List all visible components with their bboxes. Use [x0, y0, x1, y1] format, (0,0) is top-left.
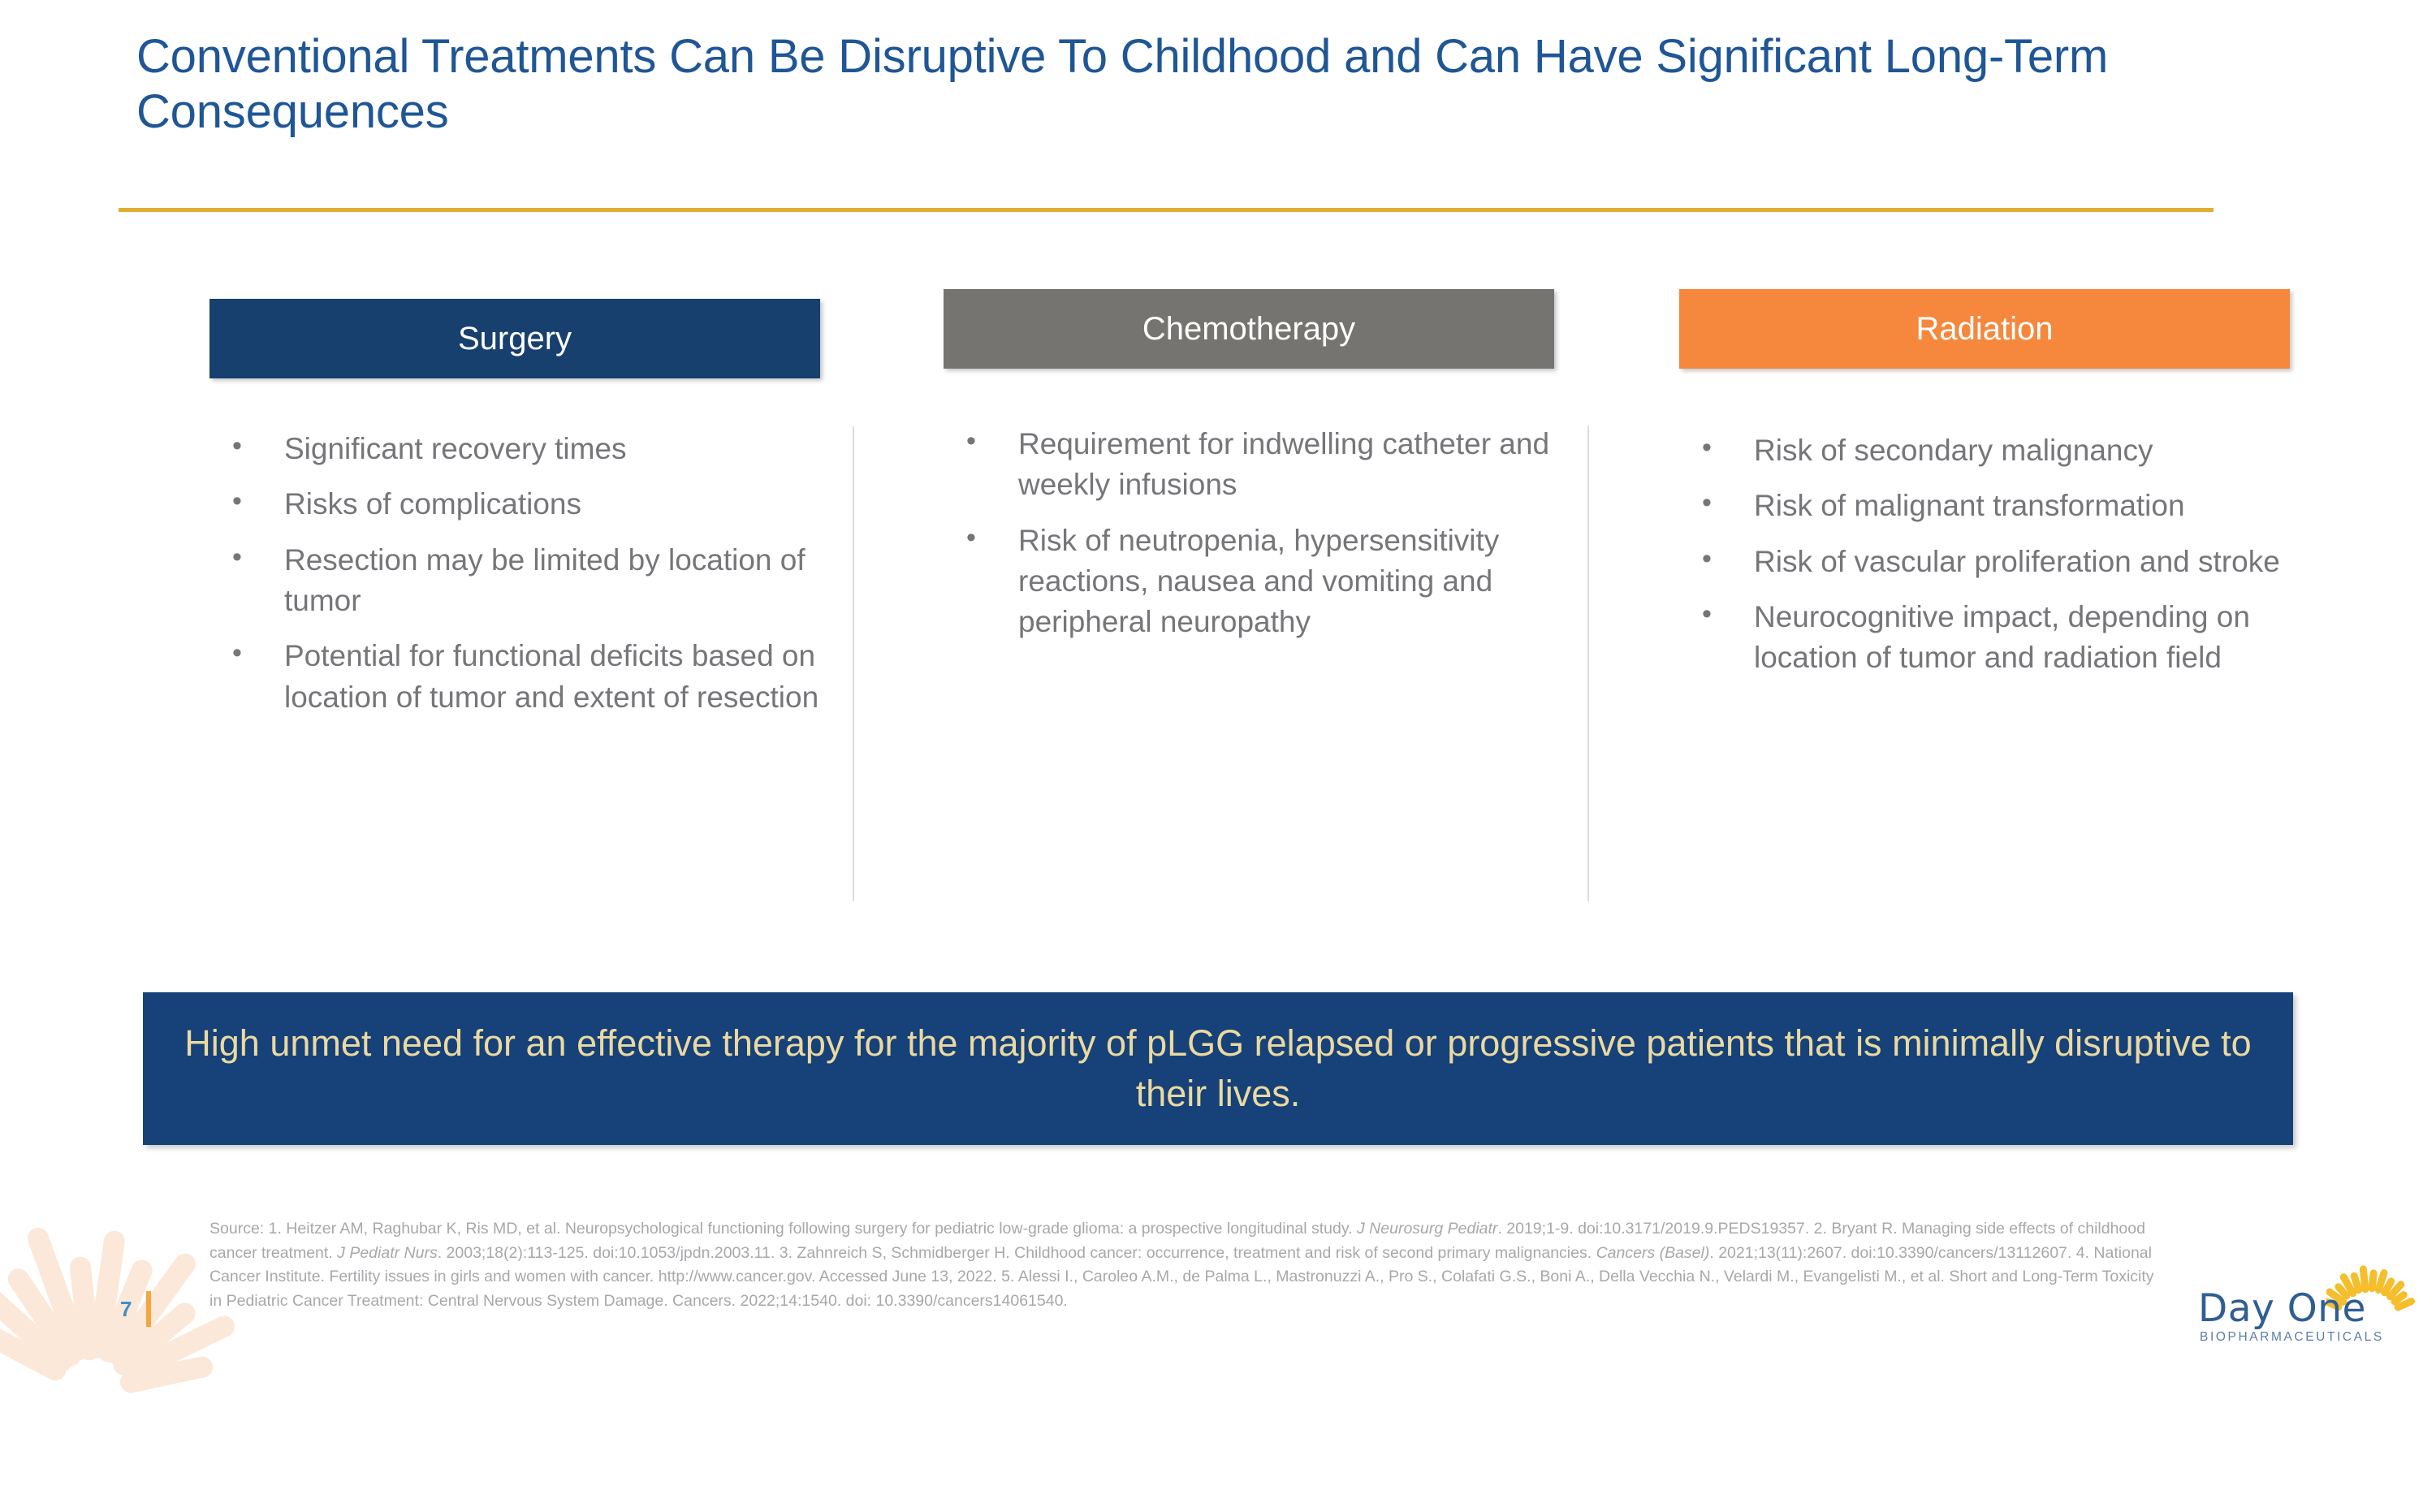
treatment-column-chemotherapy: Chemotherapy Requirement for indwelling …: [944, 289, 1554, 658]
list-item: Risk of neutropenia, hypersensitivity re…: [944, 519, 1554, 643]
sunburst-decoration-icon: [0, 1228, 235, 1393]
column-divider-left: [853, 426, 854, 901]
treatment-column-radiation: Radiation Risk of secondary malignancy R…: [1679, 289, 2290, 693]
source-journal-1: J Neurosurg Pediatr: [1357, 1220, 1498, 1238]
source-ref-1-tail: . 2019;1-9. doi:10.3171/2019.9.PEDS19357…: [1497, 1220, 1810, 1238]
list-item: Risks of complications: [209, 482, 820, 525]
source-journal-3: Cancers (Basel): [1596, 1243, 1710, 1262]
page-number: 7: [120, 1296, 132, 1321]
logo-tagline: BIOPHARMACEUTICALS: [2200, 1330, 2384, 1344]
bullet-list-chemotherapy: Requirement for indwelling catheter and …: [944, 422, 1554, 643]
list-item: Requirement for indwelling catheter and …: [944, 422, 1554, 506]
treatment-columns: Surgery Significant recovery times Risks…: [0, 289, 2436, 911]
day-one-logo: Day One BIOPHARMACEUTICALS: [2196, 1265, 2416, 1354]
source-ref-5: 5. Alessi I., Caroleo A.M., de Palma L.,…: [209, 1268, 2154, 1310]
logo-wordmark: Day One: [2198, 1286, 2366, 1331]
list-item: Significant recovery times: [209, 427, 820, 469]
list-item: Risk of vascular proliferation and strok…: [1679, 540, 2290, 582]
source-journal-2: J Pediatr Nurs: [337, 1243, 438, 1262]
callout-banner: High unmet need for an effective therapy…: [143, 992, 2293, 1145]
column-header-radiation: Radiation: [1679, 289, 2290, 369]
list-item: Risk of secondary malignancy: [1679, 429, 2290, 471]
source-label: Source:: [209, 1220, 265, 1238]
source-ref-1: 1. Heitzer AM, Raghubar K, Ris MD, et al…: [268, 1220, 1353, 1238]
title-underline-rule: [119, 208, 2214, 212]
source-footnote: Source: 1. Heitzer AM, Raghubar K, Ris M…: [209, 1217, 2158, 1314]
column-divider-right: [1587, 426, 1589, 901]
logo-sunburst-icon: [2326, 1265, 2416, 1311]
bullet-list-surgery: Significant recovery times Risks of comp…: [209, 427, 820, 718]
source-ref-3: 3. Zahnreich S, Schmidberger H. Childhoo…: [779, 1243, 1592, 1262]
source-ref-3-tail: . 2021;13(11):2607. doi:10.3390/cancers/…: [1709, 1243, 2072, 1262]
callout-banner-text: High unmet need for an effective therapy…: [184, 1022, 2252, 1114]
column-header-surgery: Surgery: [209, 299, 820, 378]
bullet-list-radiation: Risk of secondary malignancy Risk of mal…: [1679, 429, 2290, 679]
list-item: Neurocognitive impact, depending on loca…: [1679, 595, 2290, 679]
page-number-group: 7: [120, 1291, 152, 1327]
source-ref-2-tail: . 2003;18(2):113-125. doi:10.1053/jpdn.2…: [437, 1243, 775, 1262]
list-item: Resection may be limited by location of …: [209, 538, 820, 622]
list-item: Potential for functional deficits based …: [209, 634, 820, 718]
page-title: Conventional Treatments Can Be Disruptiv…: [136, 30, 2109, 139]
column-header-chemotherapy: Chemotherapy: [944, 289, 1554, 369]
source-ref-4: 4. National Cancer Institute. Fertility …: [209, 1243, 2152, 1286]
source-ref-2: 2. Bryant R. Managing side effects of ch…: [209, 1220, 2145, 1262]
list-item: Risk of malignant transformation: [1679, 484, 2290, 526]
treatment-column-surgery: Surgery Significant recovery times Risks…: [209, 294, 820, 732]
page-number-accent-bar: [146, 1291, 152, 1327]
